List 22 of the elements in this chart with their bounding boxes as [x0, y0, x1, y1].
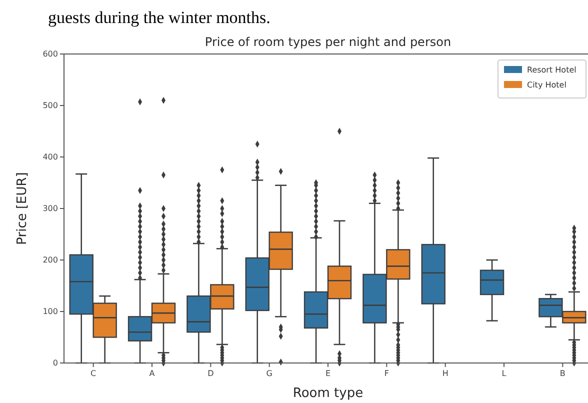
x-tick-label: D [208, 369, 214, 378]
y-tick-label: 500 [42, 101, 58, 110]
y-tick-label: 600 [42, 50, 58, 59]
chart-title: Price of room types per night and person [204, 35, 452, 49]
x-tick-label: B [560, 369, 566, 378]
x-tick-label: E [325, 369, 331, 378]
text: guests during the winter months. [48, 8, 270, 27]
x-tick-label: F [384, 369, 390, 378]
y-tick-label: 100 [42, 307, 58, 316]
y-tick-label: 300 [42, 204, 58, 214]
y-tick-label: 200 [42, 256, 58, 265]
x-tick-label: H [442, 369, 448, 378]
y-tick-label: 400 [42, 152, 58, 162]
y-axis-title: Price [EUR] [15, 172, 30, 245]
x-axis-title: Room type [292, 386, 364, 401]
x-tick-label: A [149, 369, 156, 378]
y-tick-label: 0 [52, 358, 58, 368]
legend-label: City Hotel [527, 80, 566, 90]
x-tick-label: C [90, 369, 97, 378]
x-tick-label: L [502, 369, 507, 378]
x-tick-label: G [266, 369, 272, 378]
legend-label: Resort Hotel [527, 66, 576, 75]
